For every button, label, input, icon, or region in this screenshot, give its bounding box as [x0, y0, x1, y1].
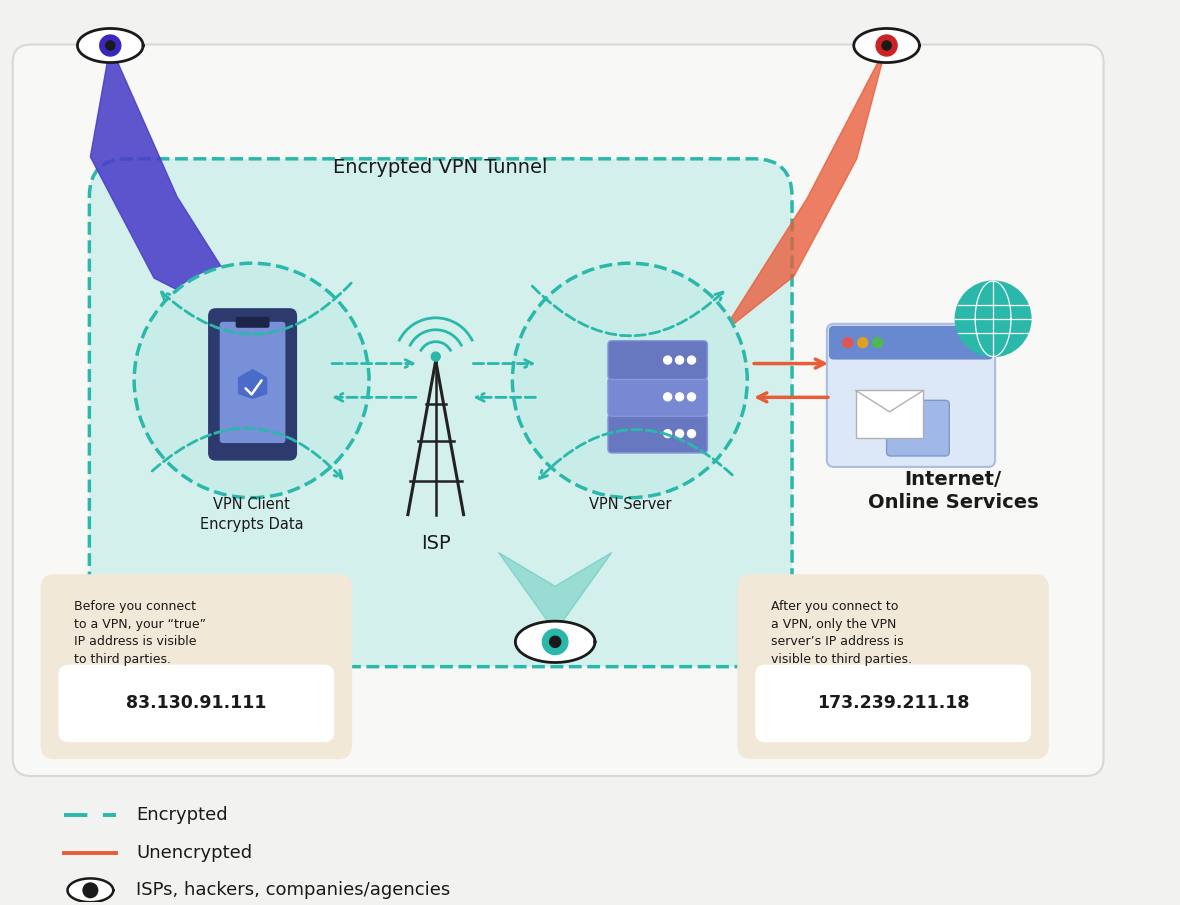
Circle shape [87, 887, 93, 893]
Polygon shape [721, 45, 886, 334]
FancyArrowPatch shape [152, 428, 342, 479]
FancyBboxPatch shape [738, 575, 1049, 759]
Text: Internet/
Online Services: Internet/ Online Services [868, 470, 1038, 512]
Circle shape [843, 338, 853, 348]
FancyBboxPatch shape [755, 664, 1031, 742]
Circle shape [858, 338, 867, 348]
Circle shape [543, 629, 568, 654]
FancyBboxPatch shape [236, 317, 269, 328]
FancyBboxPatch shape [608, 340, 708, 379]
Polygon shape [854, 28, 919, 62]
Polygon shape [238, 370, 267, 398]
Polygon shape [91, 45, 263, 334]
FancyBboxPatch shape [59, 664, 334, 742]
Text: VPN Server: VPN Server [589, 497, 671, 511]
FancyArrowPatch shape [754, 359, 824, 368]
Circle shape [956, 281, 1031, 357]
Text: 83.130.91.111: 83.130.91.111 [126, 694, 267, 712]
Circle shape [688, 393, 695, 401]
Text: After you connect to
a VPN, only the VPN
server’s IP address is
visible to third: After you connect to a VPN, only the VPN… [772, 600, 912, 665]
Text: 173.239.211.18: 173.239.211.18 [817, 694, 969, 712]
FancyBboxPatch shape [608, 414, 708, 453]
Polygon shape [516, 621, 595, 662]
FancyBboxPatch shape [608, 377, 708, 416]
Circle shape [876, 35, 897, 56]
Text: Encrypted: Encrypted [136, 805, 228, 824]
FancyArrowPatch shape [162, 283, 352, 334]
FancyArrowPatch shape [332, 359, 413, 367]
Text: VPN Client
Encrypts Data: VPN Client Encrypts Data [199, 497, 303, 531]
FancyBboxPatch shape [40, 575, 352, 759]
Circle shape [676, 393, 683, 401]
Text: ISPs, hackers, companies/agencies: ISPs, hackers, companies/agencies [136, 881, 451, 900]
Circle shape [881, 41, 891, 50]
Circle shape [873, 338, 883, 348]
Circle shape [512, 263, 747, 498]
Circle shape [676, 356, 683, 364]
Text: Before you connect
to a VPN, your “true”
IP address is visible
to third parties.: Before you connect to a VPN, your “true”… [74, 600, 206, 665]
FancyArrowPatch shape [473, 359, 532, 367]
FancyBboxPatch shape [219, 322, 286, 443]
Circle shape [663, 356, 671, 364]
Polygon shape [498, 552, 612, 632]
FancyArrowPatch shape [758, 393, 828, 402]
Circle shape [688, 356, 695, 364]
FancyBboxPatch shape [856, 390, 924, 438]
Text: Encrypted VPN Tunnel: Encrypted VPN Tunnel [334, 157, 548, 176]
FancyBboxPatch shape [828, 326, 994, 359]
Circle shape [663, 430, 671, 438]
FancyArrowPatch shape [335, 394, 417, 401]
FancyArrowPatch shape [532, 286, 723, 336]
FancyBboxPatch shape [827, 324, 995, 467]
Circle shape [100, 35, 120, 56]
FancyArrowPatch shape [477, 394, 536, 401]
FancyBboxPatch shape [209, 309, 296, 460]
FancyBboxPatch shape [13, 44, 1103, 776]
FancyArrowPatch shape [539, 430, 733, 479]
Circle shape [550, 636, 560, 647]
Circle shape [676, 430, 683, 438]
Text: ISP: ISP [421, 535, 451, 554]
Circle shape [431, 352, 440, 361]
Circle shape [688, 430, 695, 438]
Polygon shape [67, 879, 113, 902]
Circle shape [106, 41, 114, 50]
Circle shape [663, 393, 671, 401]
Text: Unencrypted: Unencrypted [136, 843, 253, 862]
Circle shape [135, 263, 369, 498]
Polygon shape [78, 28, 143, 62]
Circle shape [83, 883, 98, 898]
FancyBboxPatch shape [90, 158, 792, 667]
FancyBboxPatch shape [886, 400, 949, 456]
